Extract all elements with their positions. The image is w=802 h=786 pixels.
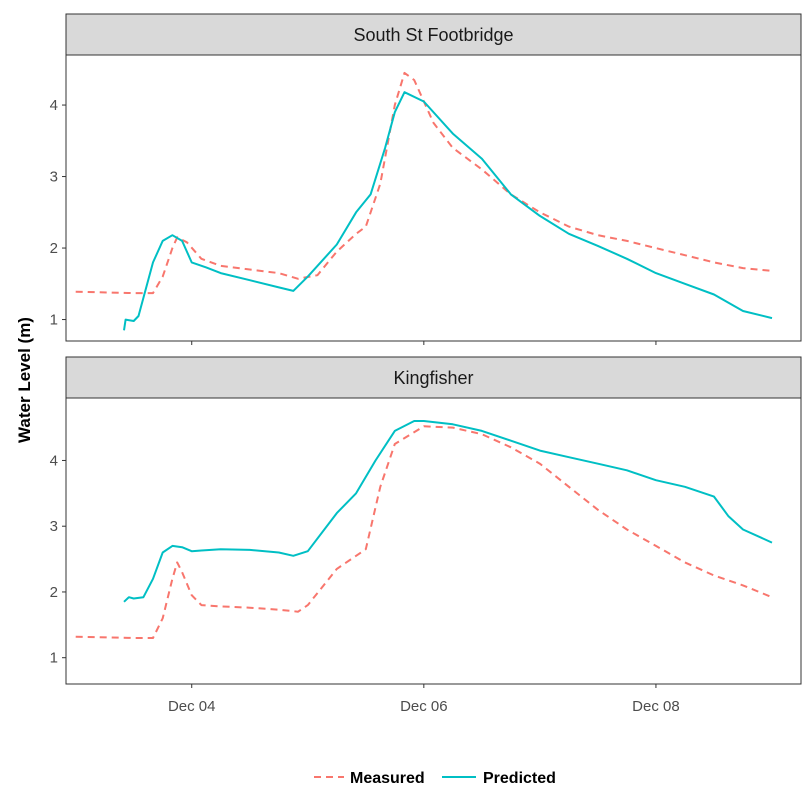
legend: Measured Predicted (314, 770, 556, 786)
x-axis (191, 341, 657, 345)
y-tick-label: 1 (50, 312, 58, 329)
panel-border (65, 397, 802, 685)
series-line-measured (75, 71, 773, 295)
series-line-predicted (123, 420, 773, 603)
facet-strip-background (65, 356, 802, 399)
series-line-predicted (123, 91, 773, 331)
x-tick-label: Dec 06 (400, 698, 448, 715)
legend-label-predicted: Predicted (483, 770, 556, 786)
y-tick-label: 4 (50, 97, 58, 114)
y-axis: 1 2 3 4 (50, 452, 66, 667)
y-tick-label: 2 (50, 240, 58, 257)
facet-strip-label: Kingfisher (393, 368, 473, 388)
y-tick-label: 3 (50, 169, 58, 186)
x-tick-label: Dec 08 (632, 698, 680, 715)
facet-panel-kingfisher: Kingfisher 1 2 3 4 Dec 04 Dec 06 Dec 08 (50, 356, 802, 715)
facet-strip-background (65, 13, 802, 56)
facet-panel-south-st-footbridge: South St Footbridge 1 2 3 4 (50, 13, 802, 345)
series-line-measured (75, 425, 773, 639)
y-axis: 1 2 3 4 (50, 97, 66, 329)
legend-label-measured: Measured (350, 770, 425, 786)
y-tick-label: 3 (50, 518, 58, 535)
y-tick-label: 2 (50, 584, 58, 601)
y-tick-label: 4 (50, 452, 58, 469)
y-tick-label: 1 (50, 650, 58, 667)
plot-lines (75, 71, 773, 331)
y-axis-title: Water Level (m) (15, 317, 34, 443)
panel-border (65, 54, 802, 342)
facet-strip-label: South St Footbridge (353, 25, 513, 45)
plot-lines (75, 420, 773, 639)
x-tick-label: Dec 04 (168, 698, 216, 715)
x-axis: Dec 04 Dec 06 Dec 08 (168, 684, 680, 715)
